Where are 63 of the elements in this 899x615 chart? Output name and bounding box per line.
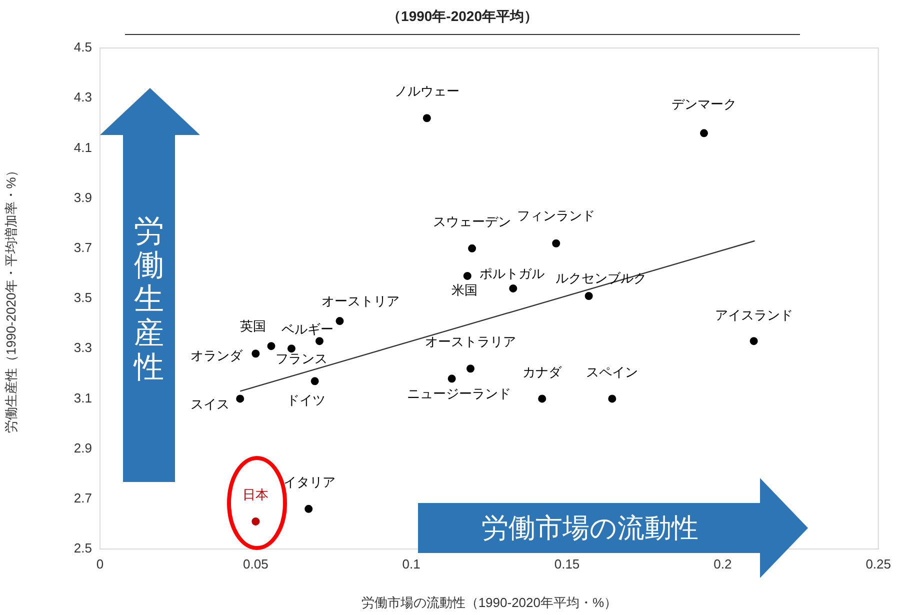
- point: [304, 504, 313, 513]
- point: [336, 317, 344, 326]
- y-tick-label: 2.7: [74, 490, 92, 506]
- series-label: フランス: [275, 351, 328, 366]
- annotation: 労働市場の流動性: [480, 512, 700, 545]
- y-tick-label: 4.3: [74, 90, 92, 105]
- series-label: ノルウェー: [394, 84, 460, 99]
- y-tick-label: 3.9: [74, 190, 92, 205]
- series-label: スイス: [190, 396, 230, 412]
- x-tick-label: 0.1: [402, 556, 420, 572]
- series-label: ベルギー: [281, 322, 334, 337]
- point: [267, 342, 276, 350]
- point: [448, 374, 456, 383]
- y-tick-label: 3.1: [74, 390, 92, 406]
- point: [750, 337, 758, 346]
- series-label: スウェーデン: [433, 214, 512, 229]
- point: [700, 129, 708, 138]
- x-tick-label: 0.05: [243, 556, 268, 572]
- series-label: ニュージーランド: [406, 386, 511, 402]
- y-tick-label: 4.5: [74, 40, 92, 55]
- series-label: アイスランド: [714, 308, 793, 323]
- series-label: スペイン: [586, 364, 638, 380]
- series-label: デンマーク: [672, 96, 736, 112]
- x-tick-label: 0.2: [714, 556, 732, 572]
- series-label: イタリア: [284, 474, 336, 490]
- series-label: ドイツ: [286, 392, 326, 408]
- series-label: ポルトガル: [480, 266, 545, 282]
- y-tick-label: 3.5: [74, 290, 92, 306]
- chart-title: （1990年-2020年平均）: [387, 8, 538, 24]
- series-label: カナダ: [522, 364, 563, 380]
- point: [422, 114, 431, 122]
- y-tick-label: 2.5: [74, 540, 92, 556]
- point: [315, 337, 324, 346]
- point: [236, 394, 244, 403]
- x-tick-label: 0: [96, 556, 104, 572]
- y-axis-title: 労働生産性（1990-2020年・平均増加率・%）: [3, 164, 18, 433]
- point: [584, 292, 593, 300]
- point: [463, 272, 472, 280]
- y-tick-label: 4.1: [74, 140, 92, 155]
- annotation: 労働生産性: [132, 215, 165, 385]
- point: [310, 377, 319, 386]
- point: [552, 239, 560, 248]
- point: [252, 350, 260, 358]
- series-label: オーストリア: [322, 294, 400, 309]
- series-label: オーストラリア: [424, 334, 516, 350]
- point: [252, 517, 260, 526]
- series-label: フィンランド: [517, 208, 596, 223]
- point: [509, 284, 518, 292]
- series-label: 英国: [240, 318, 266, 334]
- point: [538, 394, 546, 403]
- point: [466, 364, 474, 373]
- x-tick-label: 0.15: [554, 556, 580, 572]
- y-tick-label: 3.3: [74, 340, 92, 356]
- point: [468, 244, 476, 252]
- x-tick-label: 0.25: [866, 556, 892, 572]
- point: [287, 344, 296, 353]
- series-label: オランダ: [190, 348, 244, 364]
- y-tick-label: 2.9: [74, 440, 92, 456]
- series-label: 日本: [242, 487, 269, 502]
- y-tick-label: 3.7: [74, 240, 92, 255]
- series-label: 米国: [451, 282, 478, 298]
- point: [608, 394, 616, 403]
- x-axis-title: 労働市場の流動性（1990-2020年平均・%）: [361, 594, 618, 610]
